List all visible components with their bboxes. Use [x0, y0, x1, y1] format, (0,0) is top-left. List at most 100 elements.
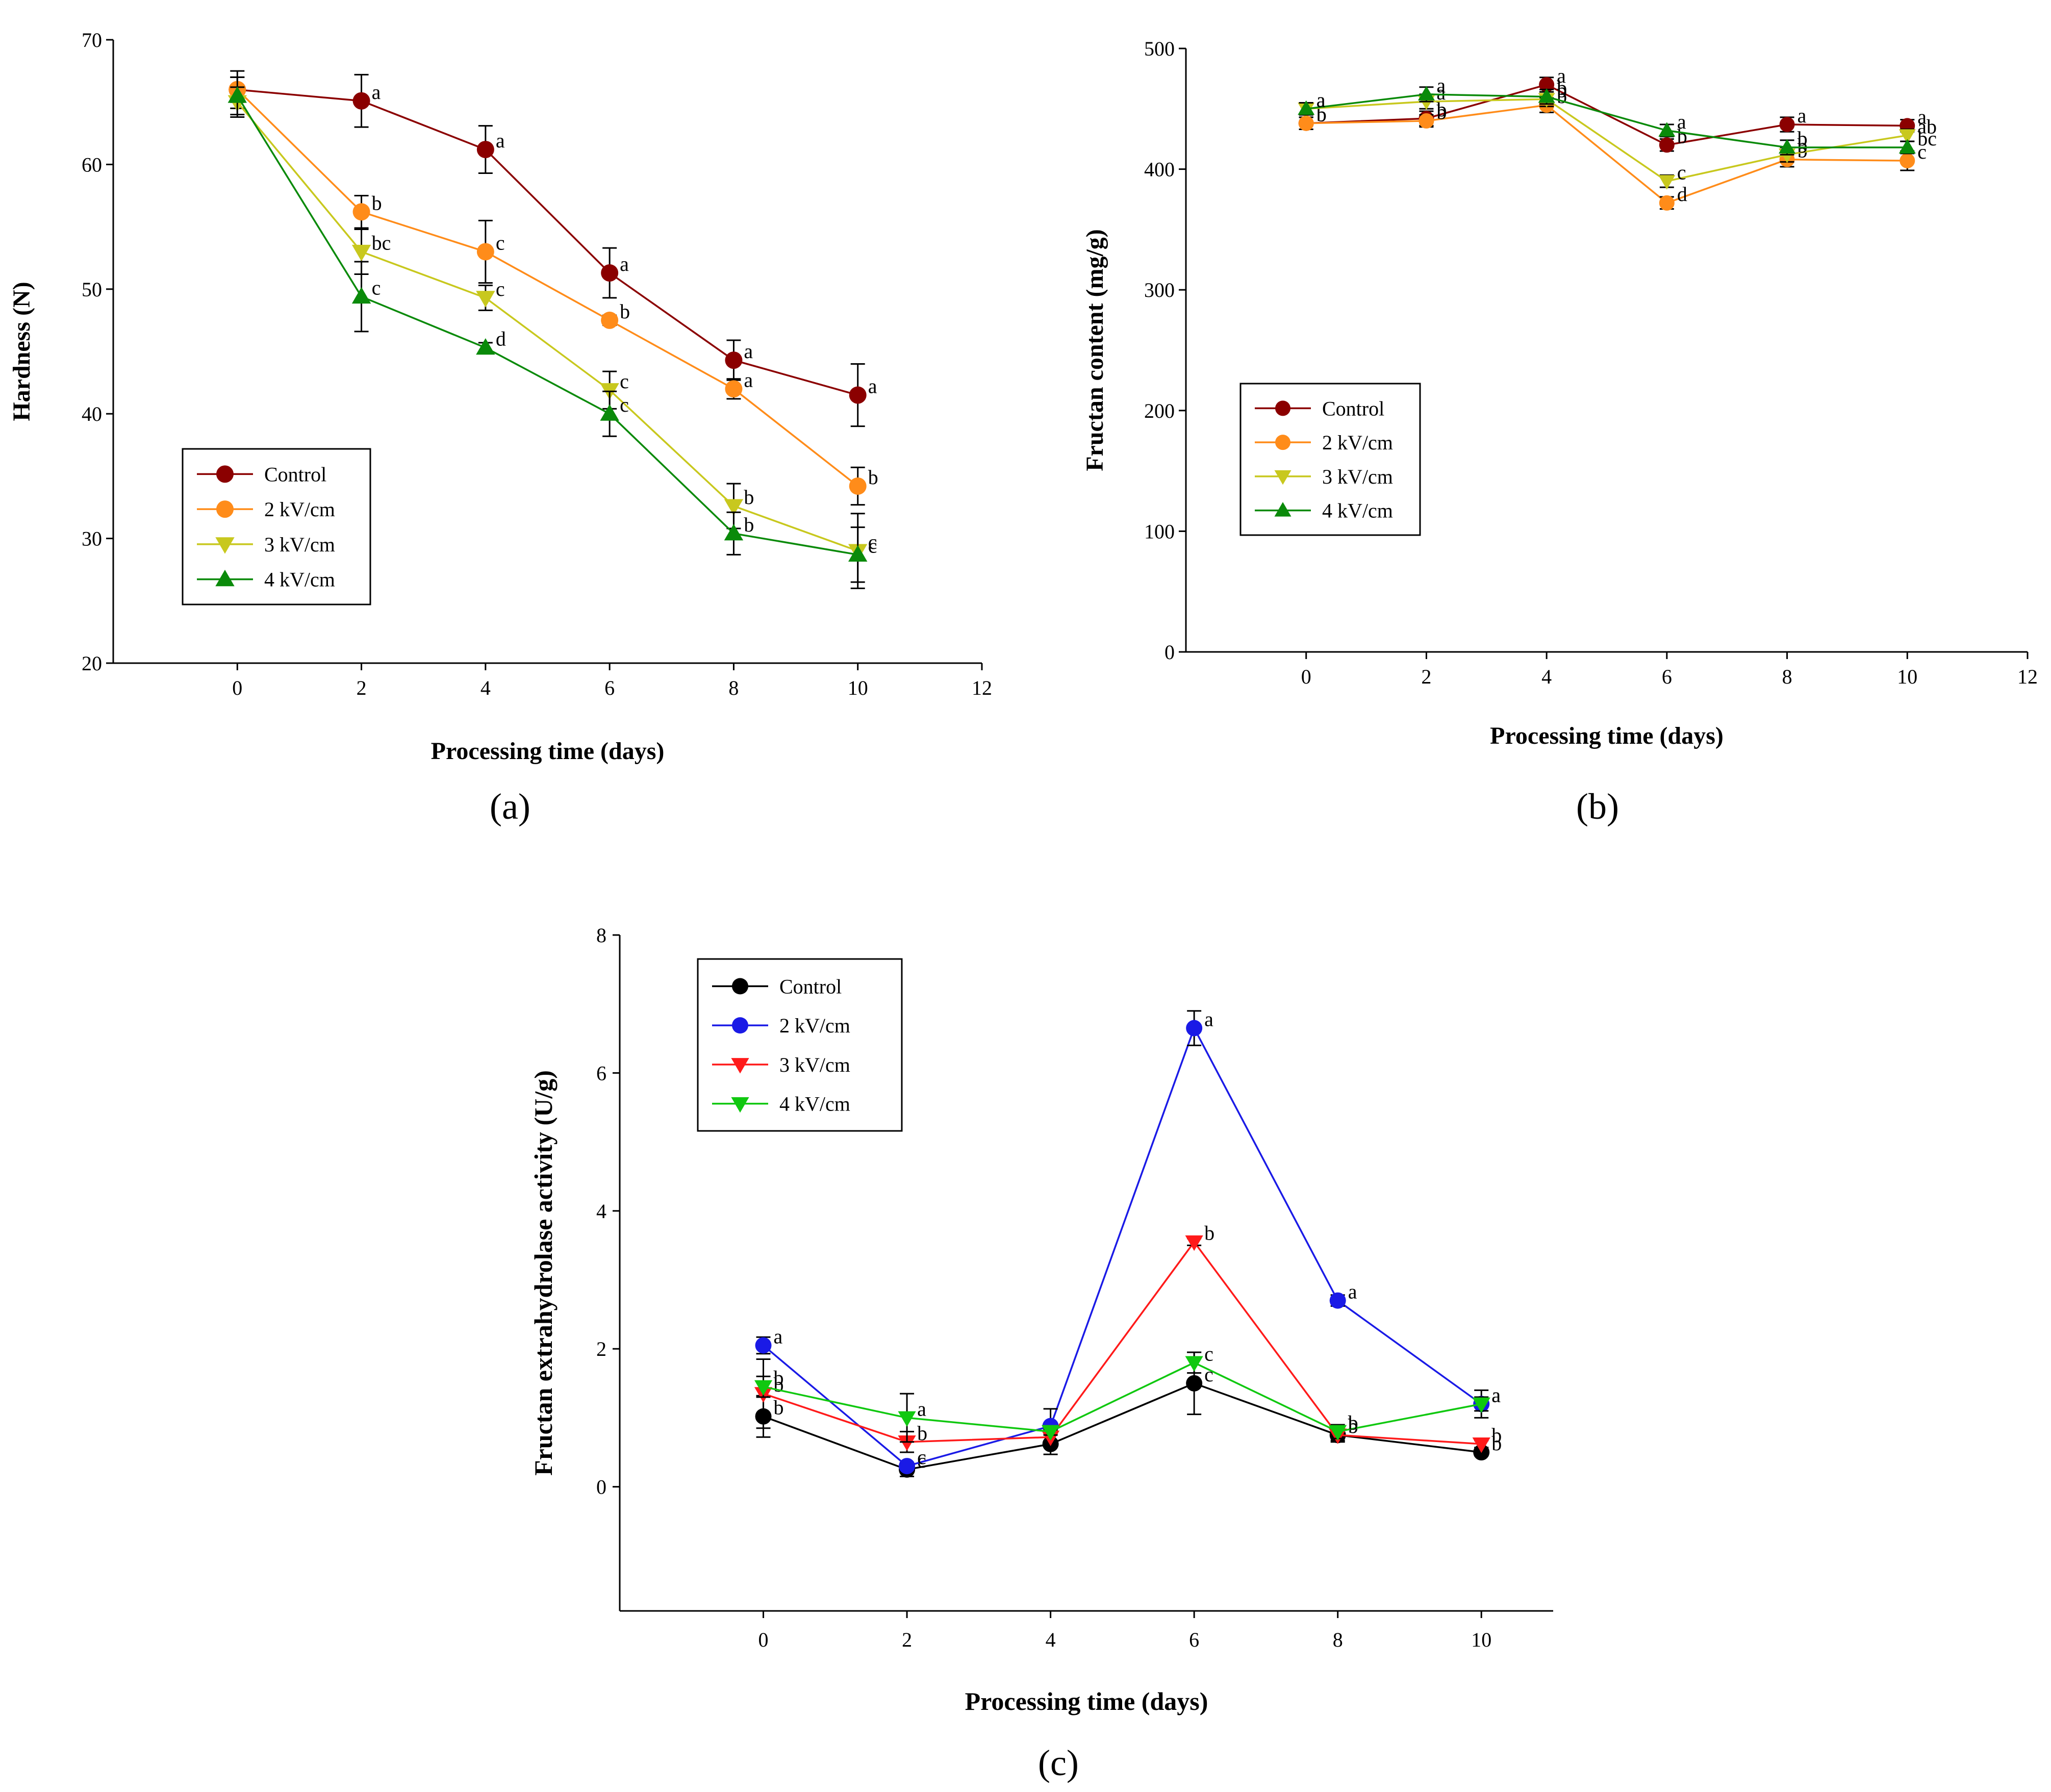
chart1-series-3-kv-cm-line: [236, 102, 858, 552]
chart3-series-4-kv-cm-significance-letter: b: [774, 1367, 784, 1390]
chart2-legend-label: Control: [1322, 397, 1384, 420]
chart1-series-2-kv-cm-significance-letter: c: [496, 231, 505, 254]
chart3-series-2-kv-cm-significance-letter: a: [774, 1325, 783, 1348]
chart2-x-axis-label: Processing time (days): [1490, 722, 1724, 749]
chart3-legend-label: 2 kV/cm: [779, 1014, 850, 1037]
chart2-series-4-kv-cm-significance-letter: b: [1557, 77, 1567, 99]
chart2-series-3-kv-cm-significance-letter: b: [1797, 134, 1808, 157]
chart2-series-4-kv-cm-point: [1658, 122, 1676, 137]
chart1-series-2-kv-cm-point: [476, 243, 494, 261]
chart1-xtick-label: 6: [604, 676, 615, 699]
chart1-series-3-kv-cm-point: [724, 499, 744, 516]
chart2-xtick-label: 8: [1782, 665, 1792, 688]
chart1-legend-label: Control: [264, 463, 326, 486]
chart3-xtick-label: 6: [1189, 1628, 1199, 1651]
chart3-series-2-kv-cm-significance-letter: a: [1348, 1280, 1357, 1303]
chart1-series-4-kv-cm-point: [724, 524, 744, 541]
chart3-legend-label: 3 kV/cm: [779, 1053, 850, 1076]
chart1-series-control-line: [237, 89, 858, 396]
chart2-series-control-point: [1659, 137, 1675, 153]
chart2-series-2-kv-cm-significance-letter: c: [1917, 140, 1927, 163]
chart1-series-control-point: [476, 141, 494, 159]
chart2-legend-marker: [1275, 435, 1290, 450]
chart2-legend-marker: [1275, 400, 1290, 416]
chart1-series-2-kv-cm-significance-letter: b: [372, 191, 382, 214]
chart1-series-4-kv-cm-significance-letter: d: [496, 327, 506, 350]
chart3-series-2-kv-cm-point: [1186, 1020, 1203, 1037]
chart1-ytick-label: 60: [82, 153, 102, 176]
chart3-xtick-label: 8: [1333, 1628, 1343, 1651]
chart1-series-2-kv-cm-line: [237, 89, 858, 487]
chart1-series-control-point: [849, 386, 867, 404]
chart3-series-2-kv-cm-point: [899, 1458, 916, 1475]
chart2-ytick-label: 400: [1144, 158, 1175, 181]
chart2-series-2-kv-cm-significance-letter: b: [1797, 139, 1808, 162]
chart1-series-control-significance-letter: a: [496, 129, 505, 152]
chart3-series-3-kv-cm-point: [1185, 1235, 1203, 1251]
chart1-series-2-kv-cm-point: [725, 380, 743, 398]
chart1-series-control-significance-letter: a: [620, 253, 629, 275]
chart2-series-control-significance-letter: b: [1436, 98, 1447, 121]
chart3-ytick-label: 8: [596, 924, 606, 947]
chart3-series-2-kv-cm-significance-letter: a: [1204, 1008, 1213, 1031]
chart1-series-control-significance-letter: a: [372, 81, 381, 104]
chart1-legend-marker: [216, 465, 234, 483]
chart3-ytick-label: 6: [596, 1062, 606, 1084]
chart1-series-4-kv-cm-significance-letter: c: [620, 393, 629, 416]
chart1-legend-marker: [215, 537, 235, 554]
chart2-legend-label: 4 kV/cm: [1322, 499, 1393, 522]
chart1-series-2-kv-cm-point: [601, 311, 619, 329]
chart2-series-4-kv-cm-point: [1417, 86, 1435, 100]
chart2-xtick-label: 6: [1662, 665, 1672, 688]
chart2-series-2-kv-cm-point: [1659, 195, 1675, 211]
chart2-series-control-point: [1539, 77, 1555, 92]
chart1-ytick-label: 30: [82, 527, 102, 550]
chart3-y-axis-label: Fructan extrahydrolase activity (U/g): [529, 1070, 558, 1476]
panel-label-b: (b): [1576, 786, 1619, 827]
chart3-series-3-kv-cm-significance-letter: b: [917, 1422, 927, 1445]
chart1-series-3-kv-cm-significance-letter: b: [744, 486, 754, 509]
chart2-series-2-kv-cm-point: [1900, 153, 1915, 169]
chart2-series-4-kv-cm-point: [1779, 139, 1796, 154]
chart1-series-4-kv-cm-significance-letter: c: [868, 534, 877, 557]
chart1-series-4-kv-cm-point: [600, 404, 619, 421]
chart3-legend-marker: [732, 1017, 748, 1034]
chart2-series-2-kv-cm-point: [1298, 115, 1314, 131]
chart2-series-3-kv-cm-point: [1658, 175, 1676, 190]
chart2-series-2-kv-cm-significance-letter: b: [1436, 100, 1447, 123]
panel-label-a: (a): [490, 786, 530, 827]
chart1-xtick-label: 10: [848, 676, 868, 699]
chart2-series-4-kv-cm-point: [1538, 88, 1555, 103]
chart1-series-4-kv-cm-point: [351, 287, 371, 304]
chart2-series-3-kv-cm-significance-letter: ab: [1917, 115, 1937, 138]
chart1-series-control-point: [601, 264, 619, 282]
chart1-series-4-kv-cm-point: [476, 338, 495, 355]
chart2-series-4-kv-cm-significance-letter: a: [1436, 74, 1446, 97]
chart3-legend-marker: [731, 1058, 749, 1074]
chart3-series-4-kv-cm-point: [898, 1411, 916, 1427]
chart2-series-control-significance-letter: a: [1797, 104, 1807, 127]
chart1-ytick-label: 50: [82, 278, 102, 301]
chart3-series-3-kv-cm-significance-letter: b: [1491, 1424, 1502, 1447]
panel-label-c: (c): [1038, 1743, 1079, 1783]
chart2-xtick-label: 4: [1541, 665, 1552, 688]
chart3-series-4-kv-cm-significance-letter: a: [1491, 1383, 1501, 1406]
chart1-series-2-kv-cm-significance-letter: b: [620, 300, 630, 323]
chart1-ytick-label: 70: [82, 29, 102, 52]
chart3-xtick-label: 2: [902, 1628, 912, 1651]
chart3-series-4-kv-cm-point: [754, 1380, 773, 1396]
chart3-series-control-significance-letter: b: [1348, 1415, 1358, 1437]
chart1-xtick-label: 12: [972, 676, 992, 699]
chart2-series-4-kv-cm-significance-letter: bc: [1917, 127, 1937, 150]
chart2-series-control-significance-letter: b: [1677, 124, 1687, 147]
chart3-xtick-label: 10: [1471, 1628, 1491, 1651]
chart3-legend-label: 4 kV/cm: [779, 1093, 850, 1116]
chart1-ytick-label: 20: [82, 652, 102, 675]
chart1-xtick-label: 8: [728, 676, 739, 699]
chart3-series-3-kv-cm-significance-letter: b: [1204, 1222, 1214, 1245]
chart3-series-3-kv-cm-significance-letter: b: [1348, 1415, 1358, 1437]
chart3-series-3-kv-cm-line: [763, 1240, 1482, 1445]
chart2-ytick-label: 200: [1144, 399, 1175, 422]
chart3-series-2-kv-cm-significance-letter: a: [1491, 1383, 1501, 1406]
